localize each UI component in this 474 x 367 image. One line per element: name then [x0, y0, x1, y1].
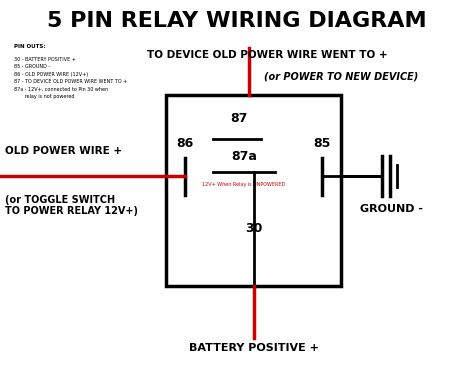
Text: (or TOGGLE SWITCH
TO POWER RELAY 12V+): (or TOGGLE SWITCH TO POWER RELAY 12V+)	[5, 195, 138, 216]
Text: 86: 86	[176, 138, 193, 150]
Text: 12V+ When Relay is UNPOWERED: 12V+ When Relay is UNPOWERED	[202, 182, 286, 187]
Text: (or POWER TO NEW DEVICE): (or POWER TO NEW DEVICE)	[264, 72, 419, 81]
Text: 5 PIN RELAY WIRING DIAGRAM: 5 PIN RELAY WIRING DIAGRAM	[47, 11, 427, 31]
Text: BATTERY POSITIVE +: BATTERY POSITIVE +	[189, 343, 319, 353]
Text: 87a: 87a	[231, 150, 257, 163]
Text: OLD POWER WIRE +: OLD POWER WIRE +	[5, 146, 122, 156]
Text: 30 - BATTERY POSITIVE +
85 - GROUND -
86 - OLD POWER WIRE (12V+)
87 - TO DEVICE : 30 - BATTERY POSITIVE + 85 - GROUND - 86…	[14, 57, 128, 99]
Text: PIN OUTS:: PIN OUTS:	[14, 44, 46, 49]
Text: 87: 87	[231, 112, 248, 125]
Bar	[166, 95, 341, 286]
Text: 85: 85	[314, 138, 331, 150]
Text: GROUND -: GROUND -	[360, 204, 422, 214]
Text: TO DEVICE OLD POWER WIRE WENT TO +: TO DEVICE OLD POWER WIRE WENT TO +	[147, 50, 388, 59]
Text: 30: 30	[245, 222, 262, 235]
